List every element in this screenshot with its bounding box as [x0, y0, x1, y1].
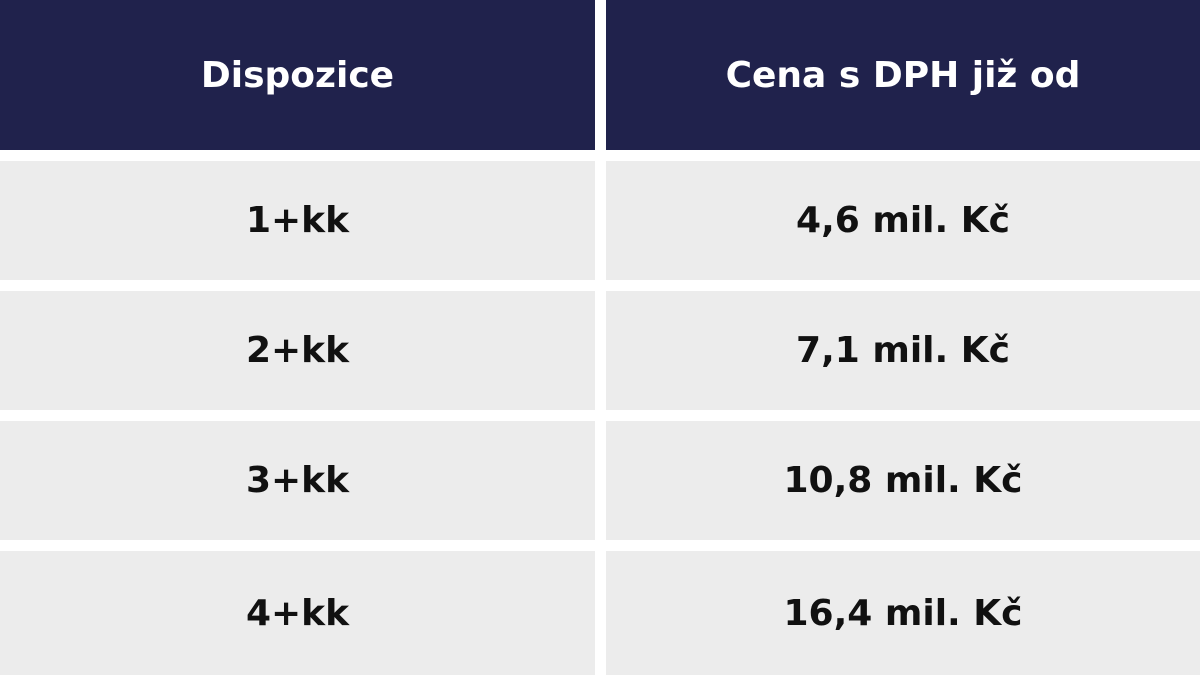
- header-cell: Dispozice: [0, 0, 595, 150]
- header-cell: Cena s DPH již od: [606, 0, 1200, 150]
- body-cell: 1+kk: [0, 161, 595, 280]
- body-cell: 4+kk: [0, 551, 595, 675]
- body-cell: 3+kk: [0, 421, 595, 540]
- body-cell: 2+kk: [0, 291, 595, 410]
- body-cell: 10,8 mil. Kč: [606, 421, 1200, 540]
- body-cell: 16,4 mil. Kč: [606, 551, 1200, 675]
- body-cell: 4,6 mil. Kč: [606, 161, 1200, 280]
- body-cell: 7,1 mil. Kč: [606, 291, 1200, 410]
